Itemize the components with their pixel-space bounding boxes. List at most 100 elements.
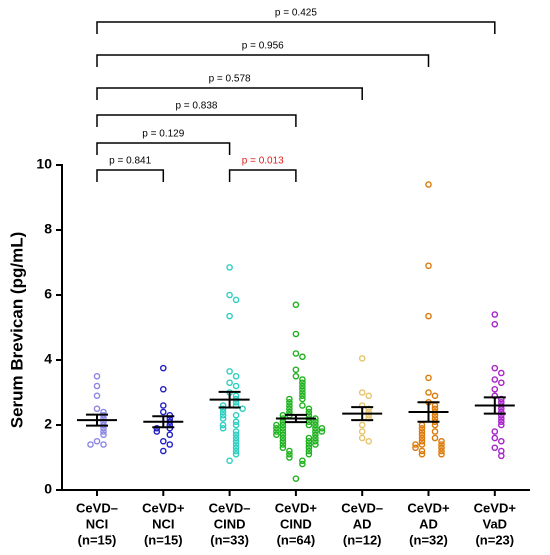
significance-bracket: [228, 169, 297, 182]
significance-bracket: [96, 142, 231, 155]
data-point: [318, 424, 326, 432]
data-point: [312, 437, 319, 445]
data-point: [273, 424, 280, 432]
data-point: [418, 434, 426, 442]
data-point: [425, 374, 432, 382]
data-point: [100, 431, 107, 439]
data-point: [299, 385, 306, 393]
data-point: [292, 301, 300, 309]
data-point: [93, 405, 101, 413]
data-point: [358, 421, 366, 429]
data-point: [93, 437, 101, 445]
data-point: [412, 444, 419, 452]
data-point: [438, 444, 445, 452]
data-point: [305, 444, 313, 452]
data-point: [491, 434, 499, 442]
data-point: [232, 431, 240, 439]
data-point: [159, 385, 167, 393]
data-point: [358, 355, 366, 362]
data-point: [438, 450, 445, 458]
data-point: [219, 421, 227, 429]
y-tick-label: 10: [36, 156, 52, 172]
data-point: [292, 366, 300, 374]
x-tick-label: (n=64): [277, 532, 316, 547]
p-value-label: p = 0.013: [242, 156, 284, 167]
data-point: [497, 415, 505, 422]
data-point: [286, 447, 293, 455]
data-point: [279, 431, 287, 439]
data-point: [431, 392, 439, 400]
x-tick-label: CeVD+: [474, 500, 517, 515]
data-point: [491, 320, 499, 328]
significance-bracket: [96, 114, 297, 127]
data-point: [166, 431, 174, 439]
x-tick-label: (n=15): [78, 532, 117, 547]
data-point: [305, 408, 313, 416]
data-point: [279, 428, 287, 435]
data-point: [219, 415, 227, 422]
x-tick-label: (n=32): [409, 532, 448, 547]
x-tick-label: CeVD–: [76, 500, 118, 515]
data-point: [279, 444, 287, 452]
data-point: [365, 437, 373, 445]
x-tick-label: CeVD+: [275, 500, 318, 515]
data-point: [232, 441, 240, 448]
data-point: [226, 264, 233, 271]
x-tick-label: CIND: [214, 516, 246, 531]
data-point: [305, 450, 313, 458]
data-point: [305, 441, 313, 448]
data-point: [312, 428, 319, 435]
data-point: [232, 450, 240, 458]
data-point: [100, 428, 107, 435]
x-tick-label: CeVD+: [407, 500, 450, 515]
x-tick-label: (n=33): [210, 532, 249, 547]
data-point: [87, 441, 94, 448]
data-point: [358, 434, 366, 442]
y-tick-label: 0: [44, 481, 52, 497]
data-point: [305, 421, 313, 429]
data-point: [93, 382, 101, 390]
data-point: [219, 405, 227, 413]
data-point: [299, 457, 306, 465]
p-value-label: p = 0.578: [209, 74, 251, 85]
data-point: [100, 441, 107, 448]
data-point: [431, 428, 439, 435]
data-point: [425, 312, 432, 320]
data-point: [279, 434, 287, 442]
data-point: [232, 411, 240, 419]
data-point: [497, 418, 505, 426]
data-point: [412, 441, 419, 448]
x-tick-label: CeVD–: [341, 500, 383, 515]
data-point: [431, 434, 439, 442]
data-point: [166, 441, 174, 448]
data-point: [292, 330, 300, 338]
data-point: [232, 428, 240, 435]
data-point: [226, 312, 233, 320]
x-tick-label: CIND: [280, 516, 312, 531]
data-point: [159, 437, 167, 445]
data-point: [232, 421, 240, 429]
p-value-label: p = 0.425: [275, 8, 317, 19]
data-point: [305, 434, 313, 442]
data-point: [286, 405, 293, 413]
x-tick-label: VaD: [483, 516, 508, 531]
data-point: [418, 431, 426, 439]
data-point: [418, 424, 426, 432]
y-tick-label: 4: [44, 351, 52, 367]
data-point: [279, 441, 287, 448]
data-point: [305, 405, 313, 413]
significance-bracket: [96, 54, 430, 67]
data-point: [497, 379, 505, 387]
data-point: [438, 441, 445, 448]
data-point: [159, 447, 167, 455]
data-point: [232, 296, 240, 304]
data-point: [299, 395, 306, 403]
data-point: [305, 437, 313, 445]
data-point: [219, 411, 227, 419]
y-tick-label: 2: [44, 416, 52, 432]
data-point: [232, 392, 240, 400]
data-point: [418, 437, 426, 445]
data-point: [93, 372, 101, 380]
data-point: [497, 452, 505, 460]
data-point: [418, 447, 426, 455]
